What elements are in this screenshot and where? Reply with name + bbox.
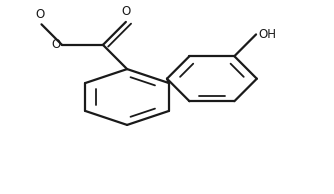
- Text: O: O: [51, 38, 60, 51]
- Text: OH: OH: [259, 28, 277, 41]
- Text: O: O: [121, 5, 131, 18]
- Text: O: O: [35, 8, 44, 21]
